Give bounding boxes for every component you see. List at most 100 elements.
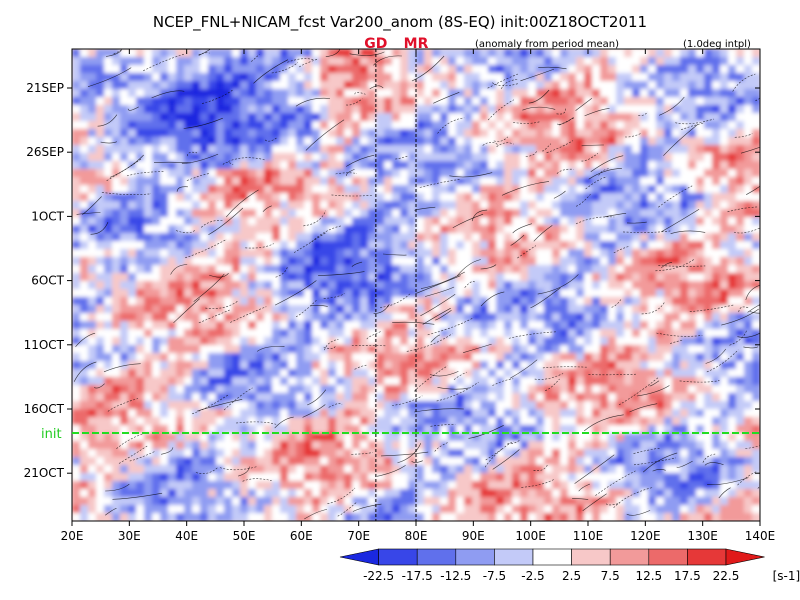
field-cell: [488, 489, 497, 498]
field-cell: [288, 257, 297, 266]
field-cell: [336, 137, 345, 146]
field-cell: [424, 329, 433, 338]
field-cell: [144, 121, 153, 130]
field-cell: [304, 201, 313, 210]
field-cell: [552, 369, 561, 378]
field-cell: [744, 337, 753, 346]
field-cell: [336, 465, 345, 474]
field-cell: [440, 177, 449, 186]
field-cell: [304, 225, 313, 234]
field-cell: [432, 201, 441, 210]
field-cell: [592, 321, 601, 330]
field-cell: [272, 273, 281, 282]
field-cell: [176, 289, 185, 298]
field-cell: [184, 177, 193, 186]
field-cell: [632, 97, 641, 106]
field-cell: [456, 105, 465, 114]
field-cell: [544, 497, 553, 506]
field-cell: [120, 209, 129, 218]
field-cell: [680, 417, 689, 426]
field-cell: [464, 297, 473, 306]
field-cell: [152, 193, 161, 202]
field-cell: [392, 505, 401, 514]
field-cell: [456, 281, 465, 290]
field-cell: [256, 185, 265, 194]
field-cell: [152, 169, 161, 178]
field-cell: [152, 105, 161, 114]
field-cell: [640, 393, 649, 402]
field-cell: [336, 185, 345, 194]
field-cell: [272, 89, 281, 98]
field-cell: [224, 457, 233, 466]
field-cell: [120, 449, 129, 458]
field-cell: [184, 457, 193, 466]
field-cell: [248, 321, 257, 330]
field-cell: [584, 441, 593, 450]
field-cell: [232, 433, 241, 442]
field-cell: [280, 233, 289, 242]
field-cell: [192, 241, 201, 250]
field-cell: [464, 169, 473, 178]
field-cell: [656, 473, 665, 482]
field-cell: [176, 489, 185, 498]
field-cell: [488, 321, 497, 330]
field-cell: [184, 297, 193, 306]
field-cell: [448, 193, 457, 202]
field-cell: [200, 185, 209, 194]
field-cell: [744, 441, 753, 450]
field-cell: [600, 433, 609, 442]
field-cell: [336, 241, 345, 250]
field-cell: [728, 297, 737, 306]
field-cell: [592, 169, 601, 178]
field-cell: [232, 385, 241, 394]
field-cell: [248, 97, 257, 106]
field-cell: [144, 249, 153, 258]
field-cell: [232, 353, 241, 362]
field-cell: [712, 249, 721, 258]
field-cell: [432, 305, 441, 314]
field-cell: [432, 385, 441, 394]
field-cell: [600, 265, 609, 274]
field-cell: [448, 265, 457, 274]
field-cell: [384, 81, 393, 90]
field-cell: [472, 241, 481, 250]
field-cell: [512, 65, 521, 74]
field-cell: [456, 441, 465, 450]
field-cell: [320, 457, 329, 466]
field-cell: [704, 457, 713, 466]
field-cell: [176, 449, 185, 458]
field-cell: [536, 425, 545, 434]
field-cell: [280, 137, 289, 146]
field-cell: [640, 481, 649, 490]
field-cell: [128, 465, 137, 474]
field-cell: [72, 161, 81, 170]
field-cell: [264, 153, 273, 162]
field-cell: [608, 81, 617, 90]
field-cell: [576, 409, 585, 418]
field-cell: [376, 161, 385, 170]
field-cell: [88, 49, 97, 58]
field-cell: [632, 441, 641, 450]
field-cell: [248, 505, 257, 514]
field-cell: [592, 249, 601, 258]
field-cell: [288, 441, 297, 450]
field-cell: [576, 257, 585, 266]
field-cell: [520, 97, 529, 106]
field-cell: [640, 289, 649, 298]
field-cell: [232, 313, 241, 322]
field-cell: [744, 81, 753, 90]
field-cell: [168, 121, 177, 130]
field-cell: [752, 337, 760, 346]
field-cell: [416, 329, 425, 338]
field-cell: [424, 233, 433, 242]
field-cell: [672, 345, 681, 354]
field-cell: [744, 393, 753, 402]
field-cell: [520, 185, 529, 194]
field-cell: [624, 369, 633, 378]
field-cell: [504, 449, 513, 458]
field-cell: [72, 225, 81, 234]
field-cell: [136, 305, 145, 314]
field-cell: [136, 113, 145, 122]
field-cell: [552, 329, 561, 338]
field-cell: [176, 321, 185, 330]
